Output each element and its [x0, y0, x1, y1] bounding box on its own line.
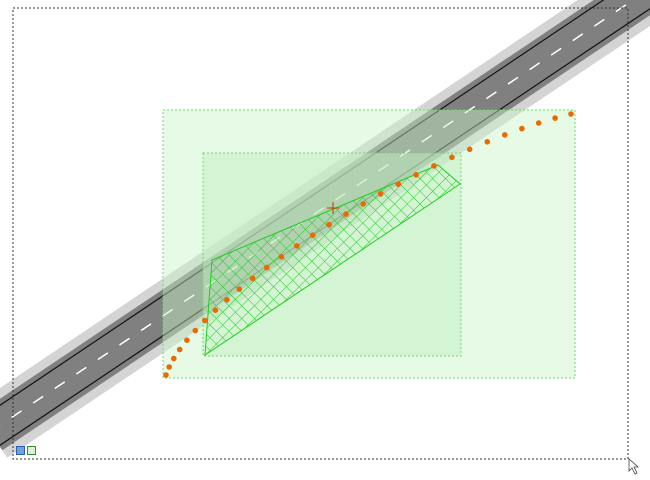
path-point[interactable] — [413, 172, 419, 178]
grid-view-icon[interactable] — [27, 446, 36, 455]
path-point[interactable] — [519, 125, 525, 132]
status-icons — [16, 446, 36, 455]
path-point[interactable] — [249, 275, 256, 282]
path-point[interactable] — [171, 355, 177, 362]
path-point[interactable] — [326, 221, 332, 228]
mouse-cursor-icon — [628, 458, 640, 475]
layer-view-icon[interactable] — [16, 446, 25, 455]
path-point[interactable] — [466, 146, 473, 153]
selection-box — [12, 7, 629, 460]
path-point[interactable] — [395, 181, 402, 187]
path-point[interactable] — [431, 163, 437, 169]
path-point[interactable] — [552, 115, 558, 121]
path-point[interactable] — [263, 264, 270, 271]
path-point[interactable] — [568, 111, 574, 117]
path-point[interactable] — [163, 372, 169, 378]
path-point[interactable] — [502, 132, 508, 138]
path-point[interactable] — [377, 191, 384, 197]
path-point[interactable] — [224, 297, 230, 303]
path-point[interactable] — [176, 346, 183, 353]
path-point[interactable] — [309, 232, 316, 238]
path-point[interactable] — [166, 364, 172, 370]
path-point[interactable] — [202, 317, 208, 324]
path-point[interactable] — [484, 139, 491, 145]
path-point[interactable] — [535, 120, 542, 126]
path-point[interactable] — [236, 286, 243, 293]
path-point[interactable] — [278, 253, 285, 260]
crosshair-icon — [327, 202, 339, 214]
path-point[interactable] — [184, 337, 190, 344]
path-point[interactable] — [212, 307, 219, 314]
path-point[interactable] — [449, 154, 455, 161]
path-point[interactable] — [192, 327, 199, 334]
hatched-area[interactable] — [204, 164, 461, 356]
path-points[interactable] — [163, 111, 574, 378]
path-point[interactable] — [294, 243, 300, 249]
path-point[interactable] — [343, 211, 349, 217]
path-point[interactable] — [360, 201, 367, 207]
lane-marking — [0, 0, 650, 432]
